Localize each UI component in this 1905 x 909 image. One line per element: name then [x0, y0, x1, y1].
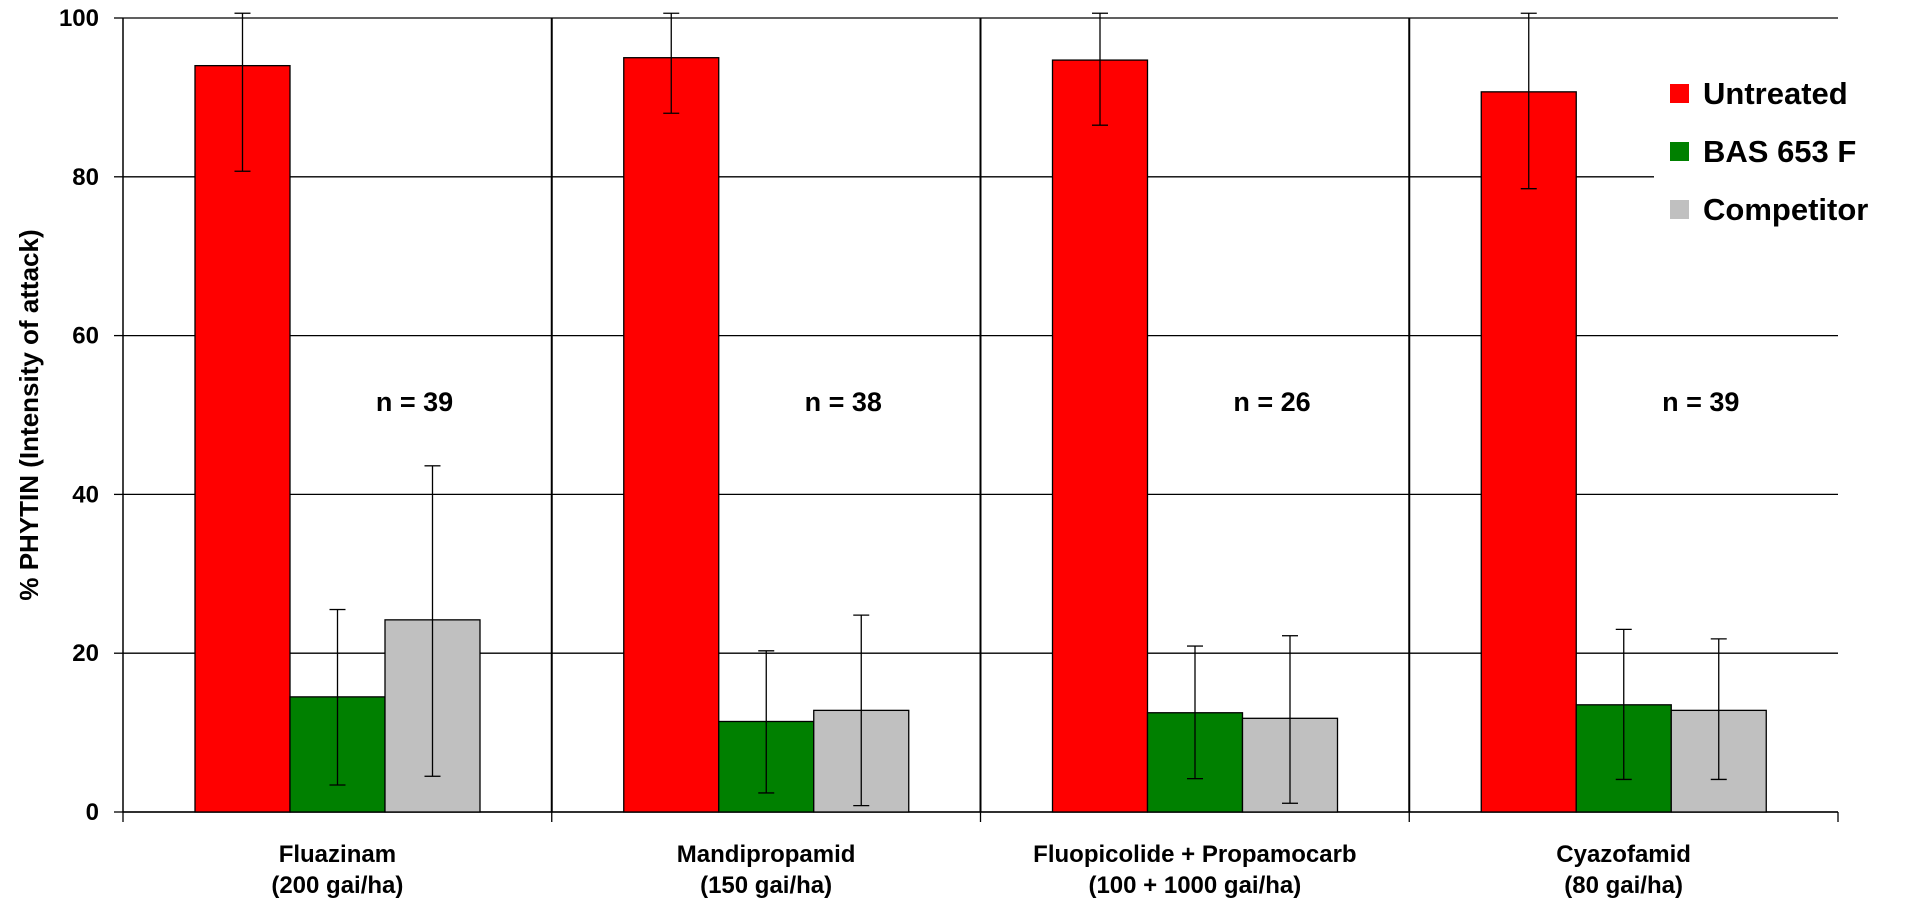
x-tick-label: Fluopicolide + Propamocarb [1033, 841, 1356, 868]
bar-untreated [194, 64, 291, 813]
x-tick-label: (100 + 1000 gai/ha) [1088, 872, 1301, 899]
legend-label: Untreated [1703, 76, 1848, 111]
legend-label: Competitor [1703, 192, 1868, 227]
x-tick-label: (200 gai/ha) [271, 872, 403, 899]
n-label: n = 38 [805, 387, 882, 417]
y-tick-label: 20 [72, 640, 99, 667]
y-tick-label: 80 [72, 164, 99, 191]
n-label: n = 39 [1662, 387, 1739, 417]
legend-label: BAS 653 F [1703, 134, 1856, 169]
x-tick-label: (150 gai/ha) [700, 872, 832, 899]
legend-swatch [1670, 84, 1689, 103]
x-tick-label: Fluazinam [279, 841, 396, 868]
x-tick-label: (80 gai/ha) [1564, 872, 1683, 899]
legend-swatch [1670, 200, 1689, 219]
x-tick-label: Mandipropamid [677, 841, 856, 868]
bar-untreated [1480, 91, 1577, 813]
bar-untreated [1051, 59, 1149, 813]
legend-box [1654, 62, 1904, 236]
y-axis-label: % PHYTIN (Intensity of attack) [14, 229, 44, 600]
y-tick-label: 0 [86, 799, 99, 826]
legend-swatch [1670, 142, 1689, 161]
x-tick-label: Cyazofamid [1556, 841, 1691, 868]
y-tick-label: 100 [59, 5, 99, 32]
n-label: n = 26 [1233, 387, 1310, 417]
bar-untreated [623, 57, 720, 813]
y-tick-label: 60 [72, 323, 99, 350]
n-label: n = 39 [376, 387, 453, 417]
y-tick-label: 40 [72, 481, 99, 508]
